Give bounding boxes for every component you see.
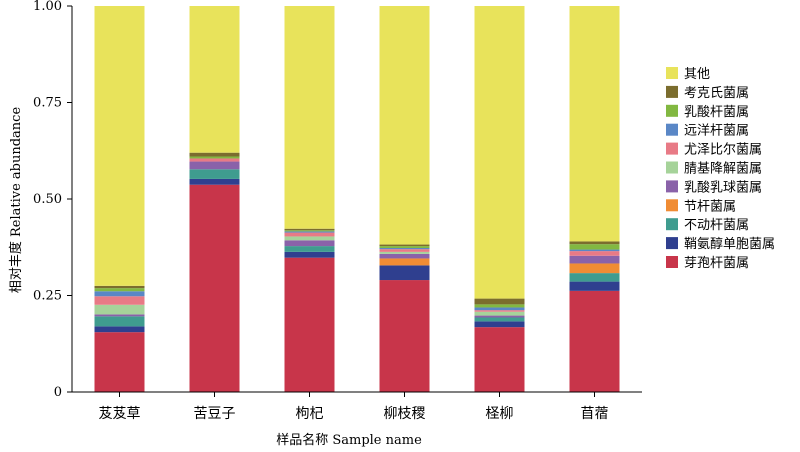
y-tick-label: 0 bbox=[54, 385, 62, 400]
legend-label: 尤泽比尔菌属 bbox=[684, 143, 762, 158]
bar-segment-3-9 bbox=[379, 244, 430, 247]
bar-segment-5-4 bbox=[569, 255, 620, 264]
y-tick-label: 1.00 bbox=[33, 0, 62, 14]
axes-layer: 0 0.25 0.50 0.75 1.00 芨芨草 苦豆子 枸杞 柳枝稷 柽柳 苜蓿 bbox=[33, 0, 642, 422]
legend-swatch bbox=[666, 123, 678, 136]
bar-segment-1-0 bbox=[189, 184, 240, 392]
bar-segment-2-8 bbox=[284, 230, 335, 232]
legend-swatch bbox=[666, 256, 678, 268]
bar-segment-3-6 bbox=[379, 249, 430, 252]
legend-label: 节杆菌属 bbox=[684, 199, 736, 214]
bar-segment-2-9 bbox=[284, 228, 335, 231]
bar-segment-1-8 bbox=[189, 156, 240, 159]
x-tick-label: 枸杞 bbox=[296, 406, 324, 422]
bar-segment-1-6 bbox=[189, 158, 240, 162]
legend-label: 腈基降解菌属 bbox=[684, 162, 762, 177]
bar-segment-4-5 bbox=[474, 311, 525, 316]
legend-label: 其他 bbox=[684, 67, 710, 82]
y-tick-label: 0.75 bbox=[33, 96, 62, 111]
bar-segment-5-10 bbox=[569, 6, 620, 242]
legend-swatch bbox=[666, 67, 678, 79]
legend-swatch bbox=[666, 104, 678, 117]
y-axis-title: 相对丰度 Relative abundance bbox=[8, 107, 24, 294]
bar-segment-0-6 bbox=[94, 296, 145, 305]
bar-segment-0-0 bbox=[94, 332, 145, 392]
bar-segment-3-8 bbox=[379, 246, 430, 249]
legend-label: 不动杆菌属 bbox=[684, 218, 749, 233]
bars-layer bbox=[94, 6, 620, 392]
legend-label: 远洋杆菌属 bbox=[684, 124, 749, 139]
bar-segment-3-10 bbox=[379, 6, 430, 245]
legend: 其他考克氏菌属乳酸杆菌属远洋杆菌属尤泽比尔菌属腈基降解菌属乳酸乳球菌属节杆菌属不… bbox=[666, 67, 775, 271]
bar-segment-4-1 bbox=[474, 321, 525, 328]
legend-label: 鞘氨醇单胞菌属 bbox=[684, 236, 775, 252]
bar-segment-0-10 bbox=[94, 6, 145, 286]
bar-segment-3-0 bbox=[379, 280, 430, 392]
bar-segment-2-6 bbox=[284, 232, 335, 237]
bar-segment-0-4 bbox=[94, 314, 145, 317]
y-tick-label: 0.25 bbox=[33, 289, 62, 304]
bar-segment-4-7 bbox=[474, 307, 525, 311]
bar-segment-5-6 bbox=[569, 251, 620, 256]
bar-segment-1-1 bbox=[189, 178, 240, 185]
bar-segment-3-1 bbox=[379, 265, 430, 281]
bar-segment-0-2 bbox=[94, 316, 145, 327]
y-tick-label: 0.50 bbox=[33, 192, 62, 207]
bar-segment-3-5 bbox=[379, 251, 430, 254]
legend-label: 芽孢杆菌属 bbox=[684, 256, 749, 271]
bar-segment-5-7 bbox=[569, 249, 620, 252]
x-tick-label: 芨芨草 bbox=[99, 406, 141, 422]
bar-segment-2-1 bbox=[284, 251, 335, 258]
bar-segment-5-0 bbox=[569, 290, 620, 392]
bar-segment-1-4 bbox=[189, 161, 240, 170]
bar-segment-4-6 bbox=[474, 310, 525, 312]
bar-segment-1-10 bbox=[189, 6, 240, 153]
legend-label: 乳酸杆菌属 bbox=[684, 105, 749, 120]
x-axis-title: 样品名称 Sample name bbox=[276, 432, 422, 448]
bar-segment-2-5 bbox=[284, 236, 335, 241]
bar-segment-3-3 bbox=[379, 258, 430, 266]
legend-swatch bbox=[666, 199, 678, 212]
bar-segment-5-2 bbox=[569, 273, 620, 282]
bar-segment-3-7 bbox=[379, 248, 430, 250]
bar-segment-4-2 bbox=[474, 317, 525, 322]
bar-segment-5-8 bbox=[569, 244, 620, 250]
x-tick-label: 柽柳 bbox=[486, 405, 514, 422]
bar-segment-0-9 bbox=[94, 285, 145, 289]
bar-segment-0-8 bbox=[94, 288, 145, 292]
bar-segment-0-1 bbox=[94, 326, 145, 333]
legend-label: 乳酸乳球菌属 bbox=[684, 180, 762, 195]
legend-swatch bbox=[666, 161, 678, 174]
bar-segment-3-4 bbox=[379, 253, 430, 259]
legend-swatch bbox=[666, 85, 678, 98]
legend-swatch bbox=[666, 218, 678, 231]
bar-segment-2-7 bbox=[284, 231, 335, 233]
bar-segment-1-2 bbox=[189, 169, 240, 179]
x-tick-label: 苦豆子 bbox=[194, 406, 236, 422]
bar-segment-1-9 bbox=[189, 152, 240, 157]
bar-segment-0-5 bbox=[94, 304, 145, 315]
bar-segment-4-0 bbox=[474, 327, 525, 392]
legend-swatch bbox=[666, 180, 678, 193]
x-tick-label: 柳枝稷 bbox=[384, 405, 426, 422]
legend-swatch bbox=[666, 142, 678, 155]
legend-swatch bbox=[666, 237, 678, 250]
legend-label: 考克氏菌属 bbox=[684, 86, 749, 101]
bar-segment-2-2 bbox=[284, 246, 335, 252]
bar-segment-5-3 bbox=[569, 263, 620, 274]
bar-segment-2-0 bbox=[284, 257, 335, 392]
bar-segment-5-9 bbox=[569, 241, 620, 245]
x-tick-label: 苜蓿 bbox=[581, 405, 609, 422]
bar-segment-5-1 bbox=[569, 281, 620, 291]
bar-segment-4-8 bbox=[474, 304, 525, 308]
bar-segment-2-4 bbox=[284, 240, 335, 247]
bar-segment-0-7 bbox=[94, 291, 145, 297]
bar-segment-2-10 bbox=[284, 6, 335, 229]
bar-segment-4-4 bbox=[474, 315, 525, 318]
bar-segment-4-9 bbox=[474, 298, 525, 305]
bar-segment-4-10 bbox=[474, 6, 525, 299]
